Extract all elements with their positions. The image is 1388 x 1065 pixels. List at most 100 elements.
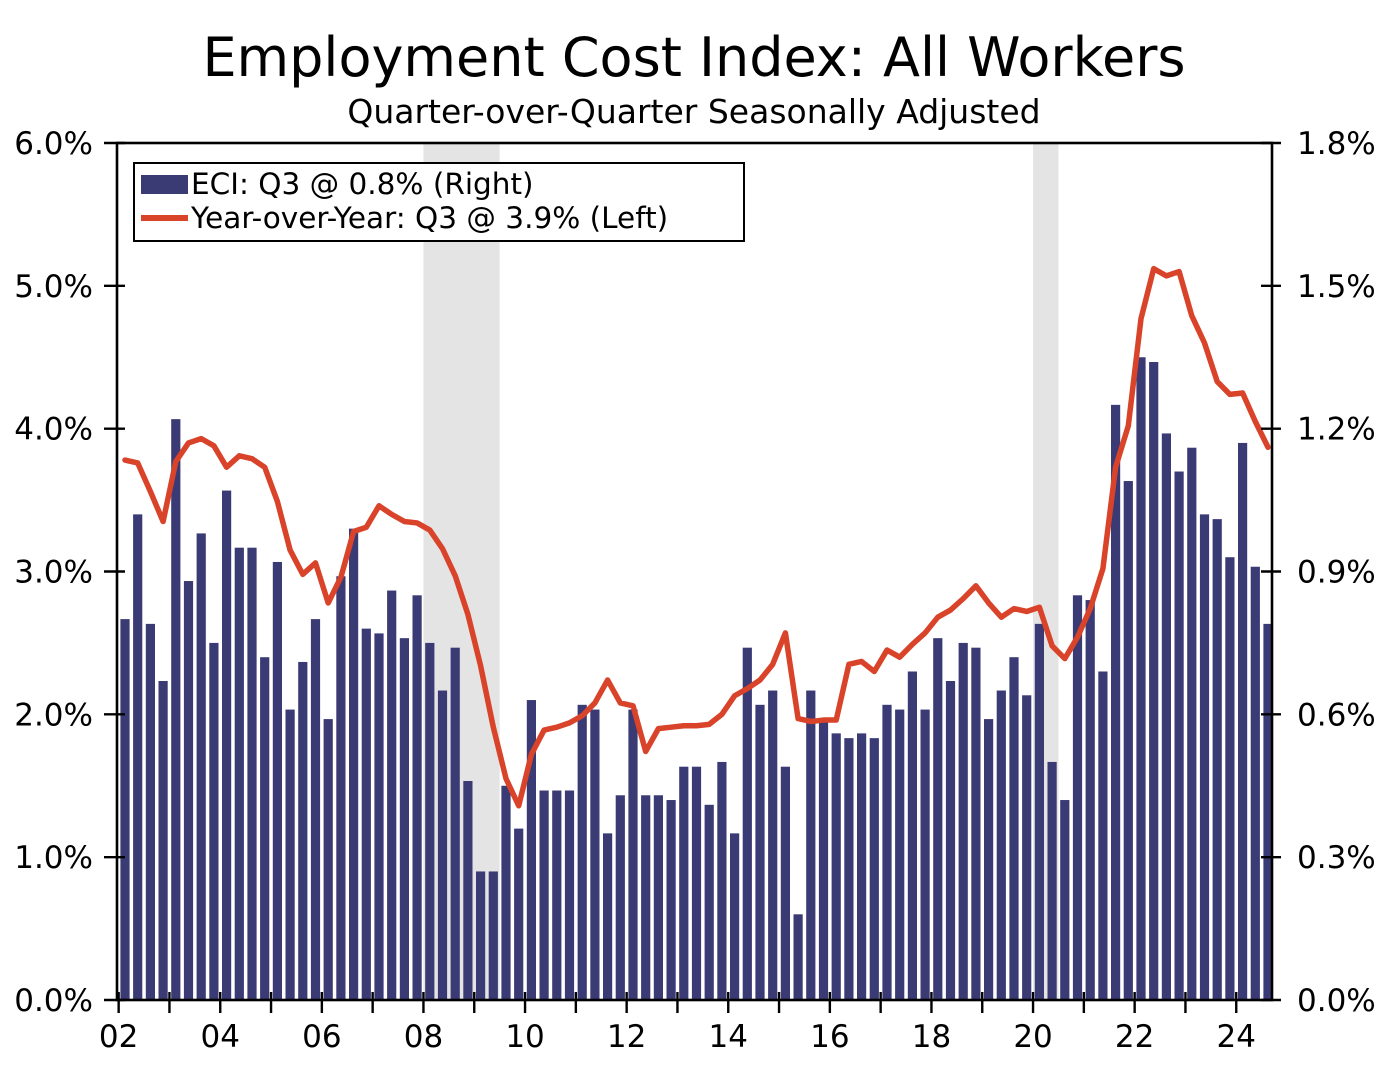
qoq-bar xyxy=(526,700,536,1000)
right-axis: 0.0% 0.3% 0.6% 0.9% 1.2% 1.5% 1.8% xyxy=(1261,126,1376,1019)
x-axis-label: 04 xyxy=(201,1019,240,1055)
left-axis-label: 4.0% xyxy=(14,412,93,448)
qoq-bar xyxy=(831,733,841,1000)
qoq-bar xyxy=(1123,481,1133,1000)
left-axis: 0.0% 1.0% 2.0% 3.0% 4.0% 5.0% 6.0% xyxy=(14,126,125,1019)
chart-title: Employment Cost Index: All Workers xyxy=(202,26,1186,89)
qoq-bar xyxy=(844,738,854,1000)
qoq-bar xyxy=(818,719,829,1000)
qoq-bar xyxy=(615,795,625,1000)
right-axis-label: 1.2% xyxy=(1297,412,1376,448)
qoq-bar xyxy=(1111,404,1121,1001)
right-axis-label: 0.0% xyxy=(1297,983,1376,1019)
x-axis-label: 02 xyxy=(99,1019,138,1055)
qoq-bar xyxy=(1174,471,1184,1000)
legend-item-yoy: Year-over-Year: Q3 @ 3.9% (Left) xyxy=(141,201,737,235)
legend-item-label: Year-over-Year: Q3 @ 3.9% (Left) xyxy=(191,201,669,235)
qoq-bar xyxy=(463,780,473,1000)
qoq-bar xyxy=(895,709,905,1000)
qoq-bar xyxy=(704,804,714,1000)
qoq-bar xyxy=(1060,800,1070,1000)
qoq-bar xyxy=(1085,600,1095,1000)
qoq-bar xyxy=(310,619,321,1000)
x-axis-label: 22 xyxy=(1115,1019,1154,1055)
qoq-bar xyxy=(133,514,143,1000)
right-axis-label: 0.6% xyxy=(1297,697,1376,733)
qoq-bars xyxy=(120,357,1273,1001)
qoq-bar xyxy=(742,647,752,1000)
qoq-bar xyxy=(996,690,1006,1000)
qoq-bar xyxy=(780,766,790,1000)
qoq-bar xyxy=(514,828,524,1000)
legend-item-eci: ECI: Q3 @ 0.8% (Right) xyxy=(141,167,737,201)
x-axis-label: 20 xyxy=(1013,1019,1052,1055)
x-axis-label: 10 xyxy=(505,1019,544,1055)
qoq-bar xyxy=(933,638,943,1000)
qoq-bar xyxy=(196,533,206,1000)
qoq-bar xyxy=(945,681,956,1000)
qoq-bar xyxy=(272,561,282,1000)
qoq-bar xyxy=(1250,566,1260,1000)
qoq-bar xyxy=(336,576,346,1000)
qoq-bar xyxy=(488,871,498,1000)
qoq-bar xyxy=(1047,761,1057,1000)
x-axis-label: 06 xyxy=(302,1019,341,1055)
qoq-bar xyxy=(717,761,727,1000)
x-axis-label: 18 xyxy=(912,1019,951,1055)
qoq-bar xyxy=(209,642,219,1000)
qoq-bar xyxy=(323,719,333,1000)
qoq-bar xyxy=(768,690,778,1000)
bar-series-swatch-icon xyxy=(141,174,188,194)
qoq-bar xyxy=(1034,623,1044,1000)
qoq-bar xyxy=(1009,657,1019,1000)
right-axis-label: 1.5% xyxy=(1297,269,1376,305)
qoq-bar xyxy=(920,709,930,1000)
x-axis-label: 14 xyxy=(709,1019,748,1055)
qoq-bar xyxy=(539,790,549,1000)
qoq-bar xyxy=(679,766,689,1000)
qoq-bar xyxy=(666,800,676,1000)
left-axis-label: 6.0% xyxy=(14,126,93,162)
qoq-bar xyxy=(755,704,765,1000)
qoq-bar xyxy=(120,619,130,1000)
qoq-bar xyxy=(869,738,879,1000)
qoq-bar xyxy=(1199,514,1210,1000)
qoq-bar xyxy=(1072,595,1083,1000)
qoq-bar xyxy=(412,595,422,1000)
qoq-bar xyxy=(971,647,981,1000)
qoq-bar xyxy=(793,914,803,1000)
qoq-bar xyxy=(450,647,460,1000)
left-axis-label: 5.0% xyxy=(14,269,93,305)
qoq-bar xyxy=(476,871,486,1000)
recession-band xyxy=(423,143,500,1000)
yoy-line xyxy=(122,265,1271,809)
qoq-bar xyxy=(577,704,587,1000)
qoq-bar xyxy=(183,581,194,1000)
qoq-bar xyxy=(145,623,155,1000)
legend-item-label: ECI: Q3 @ 0.8% (Right) xyxy=(191,167,534,201)
qoq-bar xyxy=(628,709,638,1000)
qoq-bar xyxy=(1263,623,1273,1000)
qoq-bar xyxy=(1161,433,1171,1001)
qoq-bar xyxy=(564,790,575,1000)
qoq-bar xyxy=(399,638,409,1000)
qoq-bar xyxy=(1098,671,1108,1000)
qoq-bar xyxy=(298,661,308,1000)
qoq-bar xyxy=(984,719,994,1000)
qoq-bar xyxy=(590,709,600,1000)
right-axis-label: 1.8% xyxy=(1297,126,1376,162)
qoq-bar xyxy=(882,704,892,1000)
qoq-bar xyxy=(1022,695,1032,1000)
qoq-bar xyxy=(552,790,562,1000)
qoq-bar xyxy=(641,795,651,1000)
x-axis-label: 16 xyxy=(810,1019,849,1055)
qoq-bar xyxy=(857,733,867,1000)
qoq-bar xyxy=(958,642,968,1000)
left-axis-label: 0.0% xyxy=(14,983,93,1019)
qoq-bar xyxy=(285,709,295,1000)
right-axis-label: 0.3% xyxy=(1297,840,1376,876)
x-axis: 02 04 06 08 10 12 14 16 18 20 22 24 xyxy=(99,992,1256,1055)
x-axis-label: 08 xyxy=(404,1019,443,1055)
